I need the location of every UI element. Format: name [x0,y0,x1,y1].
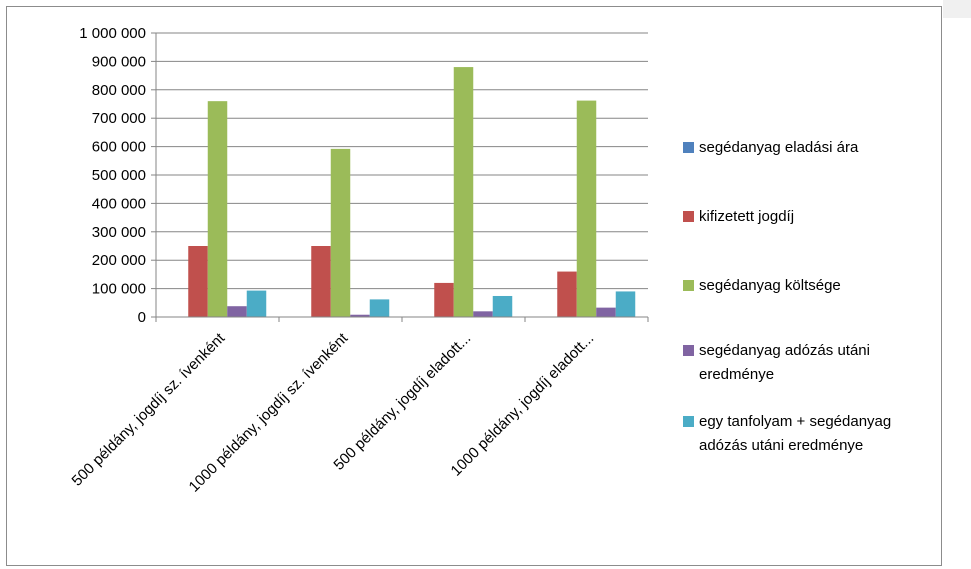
legend-swatch [683,211,694,222]
legend-swatch [683,345,694,356]
bar [311,246,331,317]
bar [330,148,351,317]
y-tick-label: 700 000 [92,110,146,127]
bar [557,271,577,317]
bar [227,306,247,317]
y-tick-label: 300 000 [92,224,146,241]
y-tick-label: 0 [138,309,146,326]
bar [188,246,208,317]
y-tick-label: 900 000 [92,53,146,70]
legend-label: segédanyag költsége [699,277,841,294]
y-tick-label: 600 000 [92,139,146,156]
x-category-label: 500 példány, jogdíj eladott... [330,330,474,474]
legend-label: segédanyag adózás utáni eredménye [699,342,870,383]
axes [155,33,649,322]
y-tick-label: 800 000 [92,82,146,99]
background-corner [943,0,971,18]
bar [350,314,370,317]
chart-frame [6,6,942,566]
y-tick-label: 500 000 [92,167,146,184]
y-tick-label: 1 000 000 [79,25,146,42]
bars [188,67,636,317]
y-axis-ticks: 0 100 000 200 000 300 000 400 000 500 000 600 … [79,25,156,326]
bar [434,282,454,317]
bar [246,290,267,317]
x-category-label: 1000 példány, jogdíj eladott... [448,330,598,480]
bar [369,299,390,317]
bar [615,291,636,317]
legend-swatch [683,142,694,153]
gridlines [156,32,648,290]
legend-swatch [683,280,694,291]
bar [576,100,597,317]
bar [492,295,513,317]
bar [596,307,616,317]
y-tick-label: 400 000 [92,195,146,212]
legend-label: kifizetett jogdíj [699,208,794,225]
legend-swatch [683,416,694,427]
y-tick-label: 100 000 [92,281,146,298]
legend: segédanyag eladási ára kifizetett jogdíj s… [683,139,891,454]
legend-label: segédanyag eladási ára [699,139,859,156]
bar [473,311,493,317]
bar [453,67,474,317]
legend-label: egy tanfolyam + segédanyag adózás utáni e… [699,413,891,454]
y-tick-label: 200 000 [92,252,146,269]
bar [207,101,228,317]
